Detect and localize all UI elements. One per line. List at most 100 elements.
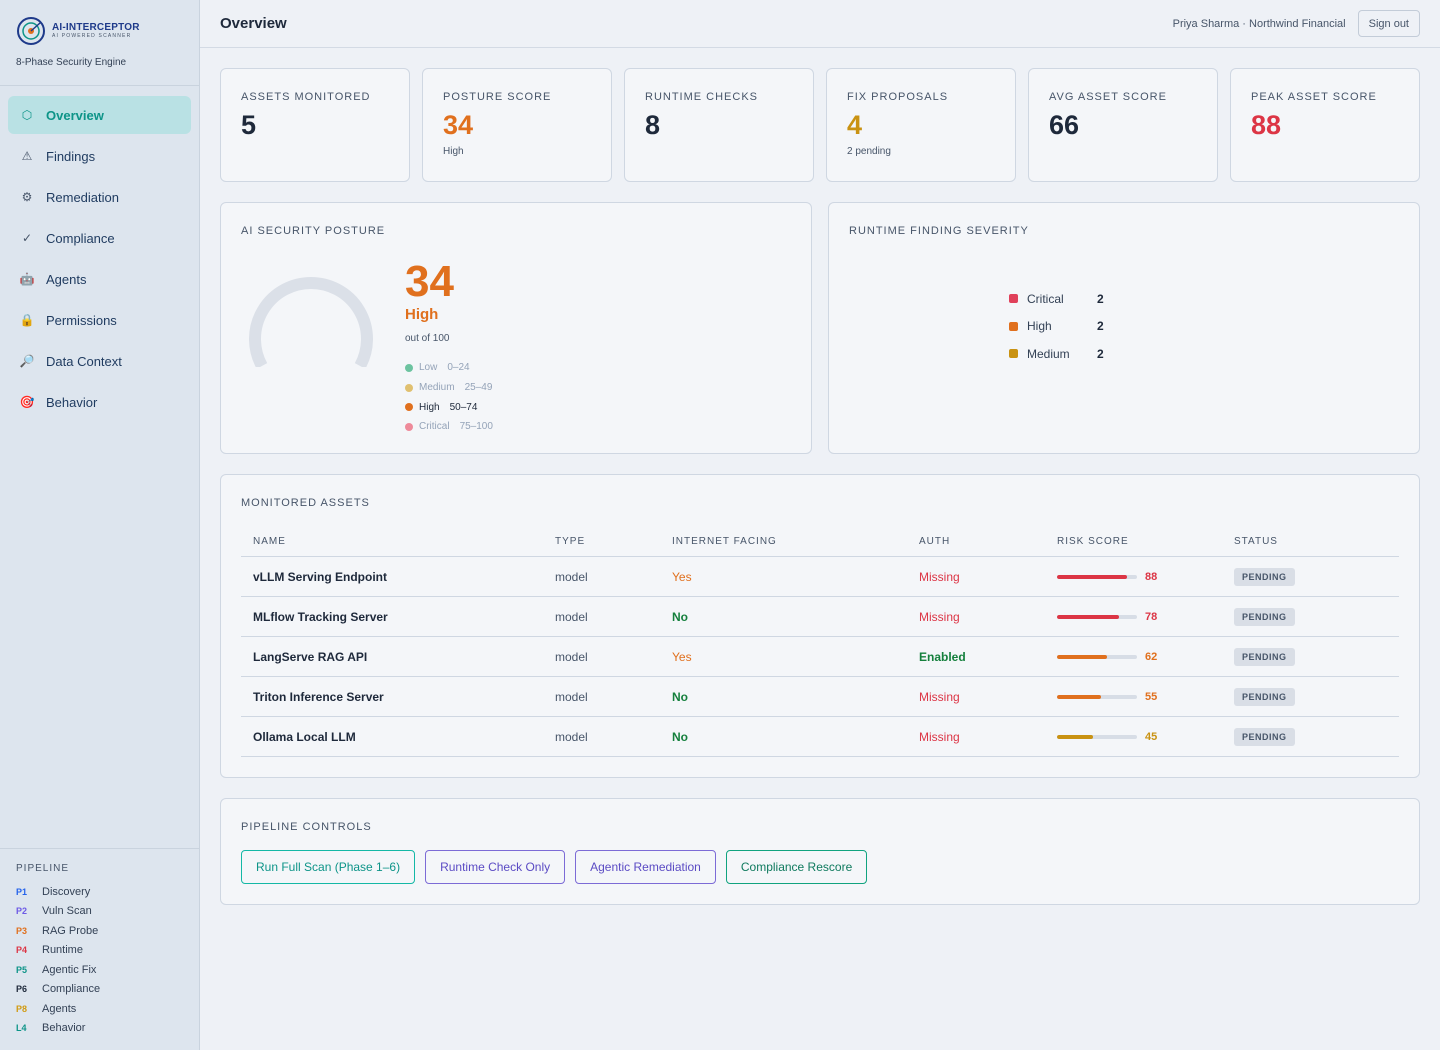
sidebar-item-overview[interactable]: ⬡ Overview — [8, 96, 191, 134]
asset-name: Ollama Local LLM — [253, 729, 356, 744]
legend-dot — [405, 403, 413, 412]
pipeline-phase-p4: P4 Runtime — [16, 941, 184, 961]
asset-name: MLflow Tracking Server — [253, 609, 388, 624]
sidebar-item-label: Compliance — [46, 230, 115, 246]
column-header-auth[interactable]: AUTH — [919, 536, 951, 547]
sidebar-item-label: Findings — [46, 148, 96, 164]
posture-level: High — [405, 306, 439, 323]
stat-label: ASSETS MONITORED — [241, 91, 371, 103]
severity-swatch — [1009, 294, 1018, 304]
security-posture-card: AI SECURITY POSTURE 34 High out of 100 L… — [220, 202, 812, 454]
asset-auth: Missing — [919, 609, 960, 624]
posture-title: AI SECURITY POSTURE — [241, 225, 386, 237]
status-badge: PENDING — [1234, 647, 1295, 666]
phase-code: P3 — [16, 925, 28, 936]
table-row[interactable]: vLLM Serving Endpoint model Yes Missing 88 PE… — [241, 557, 1399, 597]
sidebar-item-label: Behavior — [46, 394, 98, 410]
radar-logo-icon — [17, 17, 45, 45]
asset-auth: Missing — [919, 689, 960, 704]
sign-out-button[interactable]: Sign out — [1357, 10, 1420, 37]
sidebar-item-agents[interactable]: 🤖 Agents — [8, 260, 191, 298]
sidebar-item-label: Remediation — [46, 189, 119, 205]
legend-item-medium: Medium 25–49 — [405, 378, 493, 398]
user-info: Priya Sharma · Northwind Financial — [1172, 17, 1346, 30]
stat-label: FIX PROPOSALS — [847, 91, 949, 103]
column-header-risk-score[interactable]: RISK SCORE — [1057, 536, 1129, 547]
stat-label: PEAK ASSET SCORE — [1251, 91, 1377, 103]
asset-internet-facing: No — [672, 609, 688, 624]
phase-code: L4 — [16, 1023, 27, 1034]
legend-range: 50–74 — [449, 401, 478, 413]
table-row[interactable]: MLflow Tracking Server model No Missing 78 PE… — [241, 597, 1399, 637]
agentic-remediation-button[interactable]: Agentic Remediation — [575, 850, 716, 884]
stat-card-peak-asset-score: PEAK ASSET SCORE 88 — [1230, 68, 1420, 182]
sidebar-item-data-context[interactable]: 🔎 Data Context — [8, 342, 191, 380]
status-badge: PENDING — [1234, 687, 1295, 706]
stat-value: 66 — [1049, 110, 1080, 140]
sidebar-item-findings[interactable]: ⚠ Findings — [8, 137, 191, 175]
stat-value: 8 — [645, 110, 661, 140]
asset-risk-score: 55 — [1057, 691, 1234, 703]
stat-card-posture-score: POSTURE SCORE 34 High — [422, 68, 612, 182]
risk-bar-fill — [1057, 654, 1107, 659]
risk-value: 88 — [1145, 570, 1158, 583]
brand-name: AI-INTERCEPTOR — [52, 22, 140, 33]
phase-code: P4 — [16, 945, 28, 956]
asset-name: vLLM Serving Endpoint — [253, 569, 387, 584]
gauge-track — [249, 277, 373, 367]
status-badge: PENDING — [1234, 727, 1295, 746]
asset-internet-facing: Yes — [672, 649, 692, 664]
stat-label: POSTURE SCORE — [443, 91, 552, 103]
column-header-internet-facing[interactable]: INTERNET FACING — [672, 536, 777, 547]
legend-label: Low — [419, 362, 438, 374]
phase-code: P2 — [16, 906, 28, 917]
legend-range: 75–100 — [459, 421, 493, 433]
posture-out-of: out of 100 — [405, 333, 450, 344]
legend-dot — [405, 383, 413, 392]
engine-label: 8-Phase Security Engine — [16, 57, 127, 68]
severity-label: Critical — [1027, 291, 1064, 306]
sidebar-item-remediation[interactable]: ⚙ Remediation — [8, 178, 191, 216]
phase-label: Discovery — [42, 885, 91, 898]
asset-internet-facing: Yes — [672, 569, 692, 584]
compliance-rescore-button[interactable]: Compliance Rescore — [725, 850, 868, 884]
runtime-check-button[interactable]: Runtime Check Only — [425, 850, 566, 884]
asset-type: model — [555, 609, 588, 624]
severity-label: High — [1027, 319, 1052, 334]
sidebar-item-permissions[interactable]: 🔒 Permissions — [8, 301, 191, 339]
pipeline-phase-l4: L4 Behavior — [16, 1019, 184, 1039]
phase-code: P8 — [16, 1003, 28, 1014]
column-header-status[interactable]: STATUS — [1234, 536, 1278, 547]
stat-value: 5 — [241, 110, 257, 140]
column-header-name[interactable]: NAME — [253, 536, 286, 547]
brand: AI-INTERCEPTOR AI POWERED SCANNER 8-Phas… — [0, 0, 199, 86]
page-title: Overview — [220, 15, 287, 32]
phase-label: Vuln Scan — [42, 905, 92, 918]
sidebar-item-compliance[interactable]: ✓ Compliance — [8, 219, 191, 257]
column-header-type[interactable]: TYPE — [555, 536, 586, 547]
posture-legend: Low 0–24 Medium 25–49 High 50–74 Critical 75–10… — [405, 358, 493, 437]
legend-dot — [405, 422, 413, 431]
run-full-scan-button[interactable]: Run Full Scan (Phase 1–6) — [241, 850, 416, 884]
severity-title: RUNTIME FINDING SEVERITY — [849, 225, 1029, 237]
warning-icon: ⚠ — [21, 149, 33, 163]
asset-status: PENDING — [1234, 687, 1399, 706]
table-row[interactable]: Triton Inference Server model No Missing 55 P… — [241, 677, 1399, 717]
pipeline-phase-p6: P6 Compliance — [16, 980, 184, 1000]
sidebar-item-behavior[interactable]: 🎯 Behavior — [8, 383, 191, 421]
table-row[interactable]: Ollama Local LLM model No Missing 45 PENDING — [241, 717, 1399, 757]
legend-label: Medium — [419, 382, 455, 394]
robot-icon: 🤖 — [19, 272, 35, 286]
risk-value: 78 — [1145, 610, 1158, 623]
table-row[interactable]: LangServe RAG API model Yes Enabled 62 PENDIN… — [241, 637, 1399, 677]
assets-table: NAME TYPE INTERNET FACING AUTH RISK SCOR… — [241, 527, 1399, 757]
stat-label: RUNTIME CHECKS — [645, 91, 759, 103]
gear-icon: ⚙ — [21, 190, 33, 204]
asset-status: PENDING — [1234, 567, 1399, 586]
severity-legend: Critical 2 High 2 Medium 2 — [1009, 285, 1104, 368]
severity-count: 2 — [1097, 346, 1104, 361]
asset-type: model — [555, 649, 588, 664]
sidebar-nav: ⬡ Overview ⚠ Findings ⚙ Remediation ✓ Complianc… — [0, 86, 199, 434]
stat-label: AVG ASSET SCORE — [1049, 91, 1167, 103]
asset-risk-score: 78 — [1057, 611, 1234, 623]
